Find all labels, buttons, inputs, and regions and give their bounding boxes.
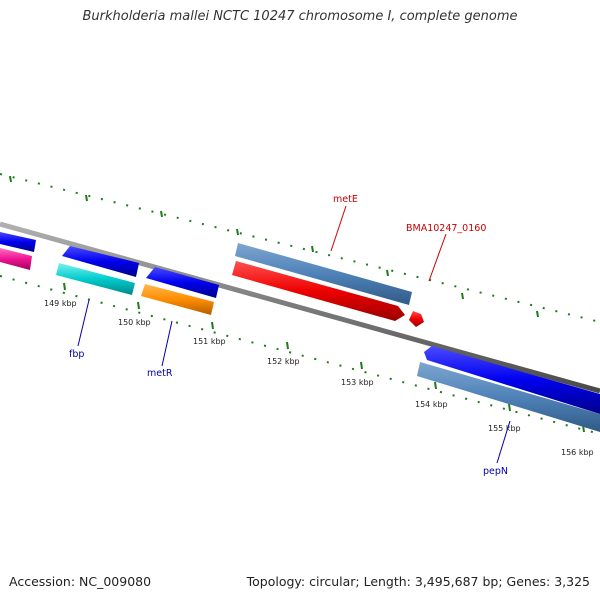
tick-label-152kbp: 152 kbp: [267, 357, 300, 366]
outer-major-tick: [461, 292, 464, 300]
gene-forward-left[interactable]: [0, 232, 36, 252]
fbp-leader-line: [77, 299, 90, 347]
metR-leader-line: [161, 320, 173, 367]
inner-major-tick: [211, 321, 214, 330]
outer-major-tick: [160, 210, 163, 218]
genome-backbone: [0, 221, 600, 394]
gene-metE-pseudo[interactable]: [235, 243, 412, 305]
gene-pepN[interactable]: [417, 362, 600, 432]
gene-label-fbp: fbp: [69, 349, 84, 360]
map-title: Burkholderia mallei NCTC 10247 chromosom…: [82, 9, 518, 24]
genome-stats-text: Topology: circular; Length: 3,495,687 bp…: [246, 574, 590, 589]
outer-major-tick: [311, 245, 314, 253]
tick-label-151kbp: 151 kbp: [193, 337, 226, 346]
tick-label-149kbp: 149 kbp: [44, 299, 77, 308]
metE-leader-line: [330, 205, 347, 252]
tick-label-155kbp: 155 kbp: [488, 424, 521, 433]
tick-label-153kbp: 153 kbp: [341, 378, 374, 387]
gene-pepN-upstream[interactable]: [424, 346, 600, 414]
gene-label-bma10247-0160: BMA10247_0160: [406, 223, 486, 234]
outer-major-tick: [9, 175, 12, 183]
gene-label-metR: metR: [147, 368, 173, 379]
gene-label-metE: metE: [333, 194, 358, 205]
inner-major-tick: [360, 361, 363, 370]
inner-major-tick: [508, 403, 511, 412]
outer-major-tick: [536, 310, 539, 318]
bma-leader-line: [428, 233, 447, 282]
inner-major-tick: [286, 341, 289, 350]
tick-label-156kbp: 156 kbp: [561, 448, 594, 457]
gene-metR[interactable]: [141, 284, 214, 315]
gene-label-pepN: pepN: [483, 466, 508, 477]
inner-major-tick: [434, 381, 437, 390]
gene-pink-left[interactable]: [0, 248, 32, 270]
accession-text: Accession: NC_009080: [9, 574, 152, 589]
pepN-leader-line: [496, 420, 511, 464]
gene-fbp-upstream[interactable]: [62, 246, 139, 277]
gene-metE[interactable]: [232, 261, 405, 321]
inner-major-tick: [63, 282, 66, 291]
gene-bma10247-0160[interactable]: [409, 311, 424, 327]
gene-fbp[interactable]: [56, 263, 135, 295]
outer-major-tick: [85, 194, 88, 202]
gene-metR-upstream[interactable]: [146, 267, 219, 298]
tick-label-154kbp: 154 kbp: [415, 400, 448, 409]
outer-major-tick: [236, 228, 239, 236]
outer-major-tick: [386, 269, 389, 277]
inner-major-tick: [137, 301, 140, 310]
tick-label-150kbp: 150 kbp: [118, 318, 151, 327]
